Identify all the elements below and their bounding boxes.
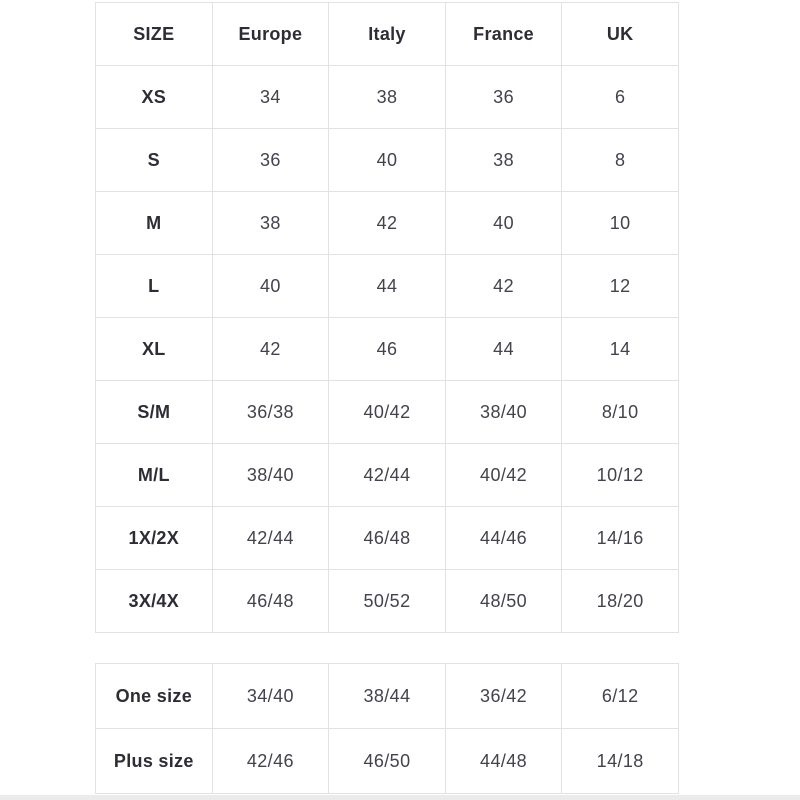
column-header-france: France: [444, 2, 563, 66]
size-value-cell: 10: [561, 191, 679, 255]
size-value-cell: 40: [444, 191, 563, 255]
table-row: S/M 36/38 40/42 38/40 8/10: [95, 380, 679, 444]
size-value-cell: 46/50: [328, 728, 446, 794]
size-conversion-table: SIZE Europe Italy France UK XS 34 38 36 6 S 36 40 38…: [95, 2, 679, 633]
size-value-cell: 14: [561, 317, 679, 381]
size-value-cell: 14/18: [561, 728, 679, 794]
table-row: M/L 38/40 42/44 40/42 10/12: [95, 443, 679, 507]
size-value-cell: 40: [328, 128, 446, 192]
size-value-cell: 10/12: [561, 443, 679, 507]
size-value-cell: 34: [211, 65, 330, 129]
table-row: Plus size 42/46 46/50 44/48 14/18: [95, 728, 679, 794]
column-header-europe: Europe: [211, 2, 330, 66]
table-row: XL 42 46 44 14: [95, 317, 679, 381]
size-value-cell: 40/42: [328, 380, 446, 444]
size-value-cell: 42: [444, 254, 563, 318]
size-label-cell: M: [95, 191, 213, 255]
size-label-cell: One size: [95, 663, 213, 729]
size-value-cell: 38/40: [444, 380, 563, 444]
size-value-cell: 48/50: [444, 569, 563, 633]
size-value-cell: 46/48: [328, 506, 446, 570]
size-label-cell: 1X/2X: [95, 506, 213, 570]
size-value-cell: 8: [561, 128, 679, 192]
size-value-cell: 38: [211, 191, 330, 255]
size-value-cell: 50/52: [328, 569, 446, 633]
size-value-cell: 18/20: [561, 569, 679, 633]
size-value-cell: 42/44: [211, 506, 330, 570]
size-table-head: SIZE Europe Italy France UK: [95, 2, 679, 66]
size-label-cell: Plus size: [95, 728, 213, 794]
size-value-cell: 34/40: [211, 663, 330, 729]
size-value-cell: 36: [211, 128, 330, 192]
bottom-section-strip: [0, 795, 800, 800]
table-row: M 38 42 40 10: [95, 191, 679, 255]
column-header-italy: Italy: [328, 2, 446, 66]
size-value-cell: 36/38: [211, 380, 330, 444]
size-value-cell: 38/40: [211, 443, 330, 507]
size-value-cell: 44/46: [444, 506, 563, 570]
size-label-cell: L: [95, 254, 213, 318]
size-value-cell: 6: [561, 65, 679, 129]
size-value-cell: 14/16: [561, 506, 679, 570]
size-value-cell: 8/10: [561, 380, 679, 444]
table-row: One size 34/40 38/44 36/42 6/12: [95, 663, 679, 729]
size-label-cell: S/M: [95, 380, 213, 444]
size-value-cell: 44: [444, 317, 563, 381]
column-header-uk: UK: [561, 2, 679, 66]
size-label-cell: 3X/4X: [95, 569, 213, 633]
size-value-cell: 40/42: [444, 443, 563, 507]
table-row: 3X/4X 46/48 50/52 48/50 18/20: [95, 569, 679, 633]
size-label-cell: XL: [95, 317, 213, 381]
size-value-cell: 12: [561, 254, 679, 318]
special-sizes-table: One size 34/40 38/44 36/42 6/12 Plus size 42/4…: [95, 663, 679, 794]
size-value-cell: 42/46: [211, 728, 330, 794]
size-table-body: XS 34 38 36 6 S 36 40 38 8 M 38 42 40 10 L 40 44 42 12 XL 42 4…: [95, 65, 679, 633]
size-value-cell: 44: [328, 254, 446, 318]
size-value-cell: 42: [211, 317, 330, 381]
size-value-cell: 38: [444, 128, 563, 192]
table-row: L 40 44 42 12: [95, 254, 679, 318]
column-header-size: SIZE: [95, 2, 213, 66]
size-value-cell: 42/44: [328, 443, 446, 507]
size-value-cell: 6/12: [561, 663, 679, 729]
size-table-header-row: SIZE Europe Italy France UK: [95, 2, 679, 66]
size-value-cell: 44/48: [444, 728, 563, 794]
size-label-cell: XS: [95, 65, 213, 129]
size-value-cell: 42: [328, 191, 446, 255]
size-value-cell: 46/48: [211, 569, 330, 633]
table-row: S 36 40 38 8: [95, 128, 679, 192]
size-value-cell: 36: [444, 65, 563, 129]
size-value-cell: 38: [328, 65, 446, 129]
size-value-cell: 38/44: [328, 663, 446, 729]
size-label-cell: S: [95, 128, 213, 192]
size-value-cell: 40: [211, 254, 330, 318]
table-row: 1X/2X 42/44 46/48 44/46 14/16: [95, 506, 679, 570]
size-label-cell: M/L: [95, 443, 213, 507]
size-value-cell: 36/42: [444, 663, 563, 729]
special-sizes-body: One size 34/40 38/44 36/42 6/12 Plus size 42/4…: [95, 663, 679, 794]
size-value-cell: 46: [328, 317, 446, 381]
table-row: XS 34 38 36 6: [95, 65, 679, 129]
